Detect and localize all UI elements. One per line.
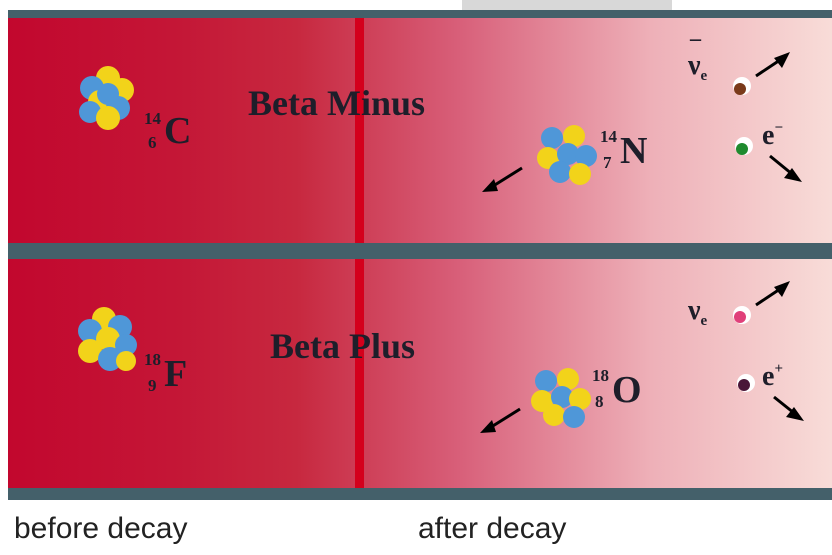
recoil-arrow-icon — [480, 407, 521, 433]
top-tab — [462, 0, 672, 10]
decay-divider — [355, 259, 364, 488]
positron-label: e+ — [762, 361, 783, 392]
antineutrino-symbol: ν — [688, 50, 701, 81]
fluorine-symbol: F — [164, 353, 188, 395]
nitrogen-nucleus — [537, 125, 597, 185]
electron-particle — [735, 137, 802, 182]
fluorine-mass-number: 18 — [144, 350, 161, 369]
carbon-symbol: C — [164, 110, 192, 152]
decay-divider — [355, 18, 364, 243]
beta-minus-panel: Beta Minus 14 6 C 14 7 N ¯ νe — [8, 18, 832, 243]
positron-symbol: e — [762, 361, 775, 392]
nitrogen-isotope-label: 14 7 N — [600, 128, 660, 188]
antineutrino-subscript: e — [700, 68, 708, 84]
electron-symbol: e — [762, 120, 775, 151]
nitrogen-mass-number: 14 — [600, 127, 617, 146]
bottom-bar — [8, 488, 832, 500]
after-decay-caption: after decay — [418, 512, 567, 545]
beta-plus-panel: Beta Plus 18 9 F 18 8 O νe — [8, 259, 832, 488]
fluorine-isotope-label: 18 9 F — [144, 351, 214, 411]
before-decay-caption: before decay — [14, 512, 188, 545]
beta-minus-title: Beta Minus — [248, 83, 426, 123]
neutrino-symbol: ν — [688, 295, 701, 326]
carbon-mass-number: 14 — [144, 109, 161, 128]
oxygen-nucleus — [531, 368, 591, 428]
positron-particle — [737, 374, 804, 421]
recoil-arrow-icon — [482, 166, 523, 192]
antineutrino-bar: ¯ — [690, 36, 701, 61]
oxygen-symbol: O — [612, 369, 642, 411]
positron-superscript: + — [774, 361, 783, 377]
neutrino-particle — [733, 281, 790, 324]
nitrogen-atomic-number: 7 — [603, 153, 612, 172]
beta-plus-title: Beta Plus — [270, 326, 416, 366]
neutrino-label: νe — [688, 295, 707, 329]
electron-label: e− — [762, 120, 783, 151]
fluorine-atomic-number: 9 — [148, 376, 157, 395]
carbon-nucleus — [79, 66, 134, 130]
top-bar — [8, 10, 832, 18]
antineutrino-particle — [733, 52, 790, 95]
oxygen-atomic-number: 8 — [595, 392, 604, 411]
fluorine-nucleus — [78, 307, 137, 371]
antineutrino-label: ¯ νe — [688, 38, 707, 84]
middle-bar — [8, 243, 832, 259]
nitrogen-symbol: N — [620, 130, 648, 172]
neutrino-subscript: e — [700, 313, 708, 329]
carbon-atomic-number: 6 — [148, 133, 157, 152]
carbon-isotope-label: 14 6 C — [144, 108, 214, 168]
oxygen-mass-number: 18 — [592, 366, 609, 385]
electron-superscript: − — [774, 120, 783, 136]
oxygen-isotope-label: 18 8 O — [592, 367, 652, 427]
